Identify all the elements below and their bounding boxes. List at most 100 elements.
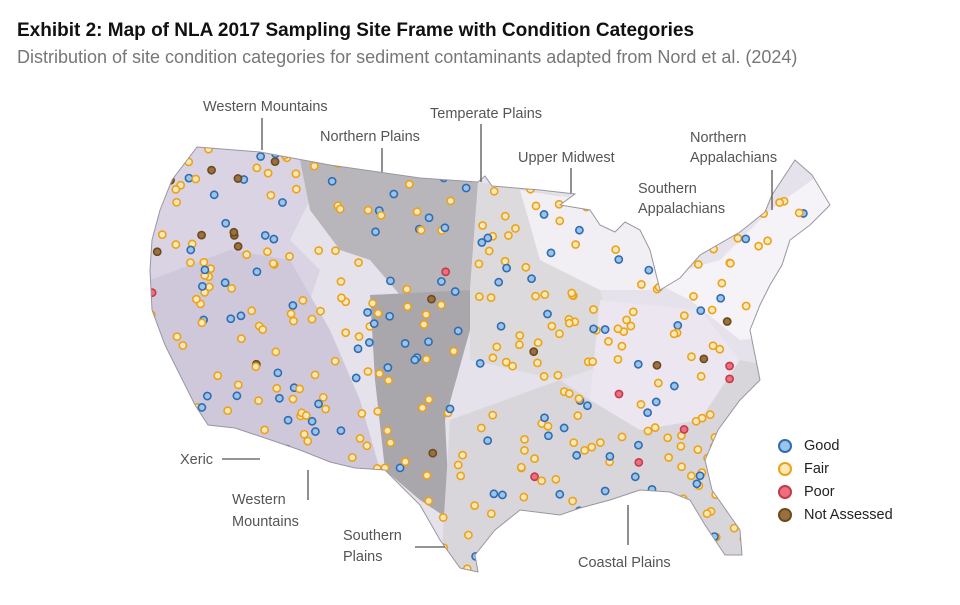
site-good xyxy=(351,373,361,383)
site-good xyxy=(395,463,405,473)
site-poor xyxy=(739,567,749,572)
site-fair xyxy=(715,344,725,354)
site-good xyxy=(483,233,493,243)
site-good xyxy=(291,551,301,561)
site-good xyxy=(383,363,393,372)
site-fair xyxy=(488,410,498,420)
site-fair xyxy=(544,532,553,542)
site-fair xyxy=(236,334,246,344)
site-fair xyxy=(322,539,332,549)
site-fair xyxy=(588,357,598,366)
site-good xyxy=(150,536,155,546)
site-fair xyxy=(372,463,382,473)
site-fair xyxy=(266,190,276,200)
site-good xyxy=(186,245,196,255)
site-good xyxy=(209,190,219,200)
site-fair xyxy=(449,346,459,356)
site-fair xyxy=(299,429,309,439)
site-fair xyxy=(419,320,429,329)
site-fair xyxy=(438,513,448,522)
site-fair xyxy=(693,259,703,269)
label-southern-appalachians-2: Appalachians xyxy=(638,201,725,217)
site-fair xyxy=(416,166,426,176)
site-fair xyxy=(291,169,301,179)
site-good xyxy=(386,276,395,286)
site-fair xyxy=(303,436,313,446)
legend-item-not-assessed: Not Assessed xyxy=(778,503,893,526)
site-fair xyxy=(543,421,553,431)
site-fair xyxy=(768,472,778,482)
site-good xyxy=(371,227,380,237)
site-fair xyxy=(424,496,434,506)
label-western-mountains-north: Western Mountains xyxy=(203,99,328,115)
site-fair xyxy=(150,158,159,168)
site-fair xyxy=(580,445,589,455)
site-fair xyxy=(827,328,830,338)
site-fair xyxy=(251,362,261,372)
site-fair xyxy=(730,445,740,455)
site-good xyxy=(601,184,611,194)
site-fair xyxy=(289,316,298,326)
site-fair xyxy=(825,568,830,572)
site-fair xyxy=(611,245,621,255)
site-good xyxy=(439,173,449,183)
site-fair xyxy=(514,340,524,350)
site-fair xyxy=(384,376,393,385)
site-fair xyxy=(476,423,486,433)
site-fair xyxy=(725,258,735,268)
site-good xyxy=(256,152,266,161)
label-southern-plains-1: Southern xyxy=(343,528,402,544)
site-fair xyxy=(604,337,613,346)
site-fair xyxy=(233,535,243,544)
site-good xyxy=(526,539,535,549)
site-good xyxy=(450,287,460,296)
site-fair xyxy=(159,533,169,542)
site-fair xyxy=(165,456,174,466)
site-fair xyxy=(227,283,237,293)
site-fair xyxy=(421,354,431,364)
site-not-assessed xyxy=(197,230,206,240)
site-good xyxy=(600,486,610,496)
site-good xyxy=(252,267,262,277)
site-fair xyxy=(797,339,807,349)
site-good xyxy=(555,489,565,499)
site-poor xyxy=(757,492,767,502)
site-good xyxy=(310,529,320,539)
site-fair xyxy=(474,292,484,302)
site-good xyxy=(271,149,280,159)
site-not-assessed xyxy=(529,347,539,357)
site-fair xyxy=(707,305,717,315)
label-northern-plains: Northern Plains xyxy=(320,129,420,145)
site-good xyxy=(169,426,179,436)
site-fair xyxy=(489,186,499,196)
site-good xyxy=(336,426,346,436)
site-fair xyxy=(331,246,340,256)
site-poor xyxy=(530,472,539,482)
site-good xyxy=(226,314,236,324)
site-fair xyxy=(363,205,373,215)
site-fair xyxy=(771,314,781,324)
site-fair xyxy=(150,327,157,337)
site-not-assessed xyxy=(225,559,235,569)
site-fair xyxy=(617,341,627,351)
label-southern-plains-2: Plains xyxy=(343,549,383,565)
site-not-assessed xyxy=(229,227,239,237)
site-fair xyxy=(223,406,233,416)
site-fair xyxy=(295,384,305,394)
site-fair xyxy=(647,530,657,540)
site-fair xyxy=(307,314,317,324)
region-northern-plains xyxy=(300,160,478,295)
site-fair xyxy=(794,208,804,218)
site-fair xyxy=(689,291,698,301)
site-fair xyxy=(613,354,623,364)
site-fair xyxy=(153,488,163,498)
site-good xyxy=(655,543,665,553)
site-fair xyxy=(250,538,260,548)
site-not-assessed xyxy=(699,354,709,364)
site-good xyxy=(197,282,207,291)
site-fair xyxy=(422,471,432,480)
site-good xyxy=(614,255,624,264)
site-fair xyxy=(258,325,268,334)
site-fair xyxy=(400,457,410,467)
